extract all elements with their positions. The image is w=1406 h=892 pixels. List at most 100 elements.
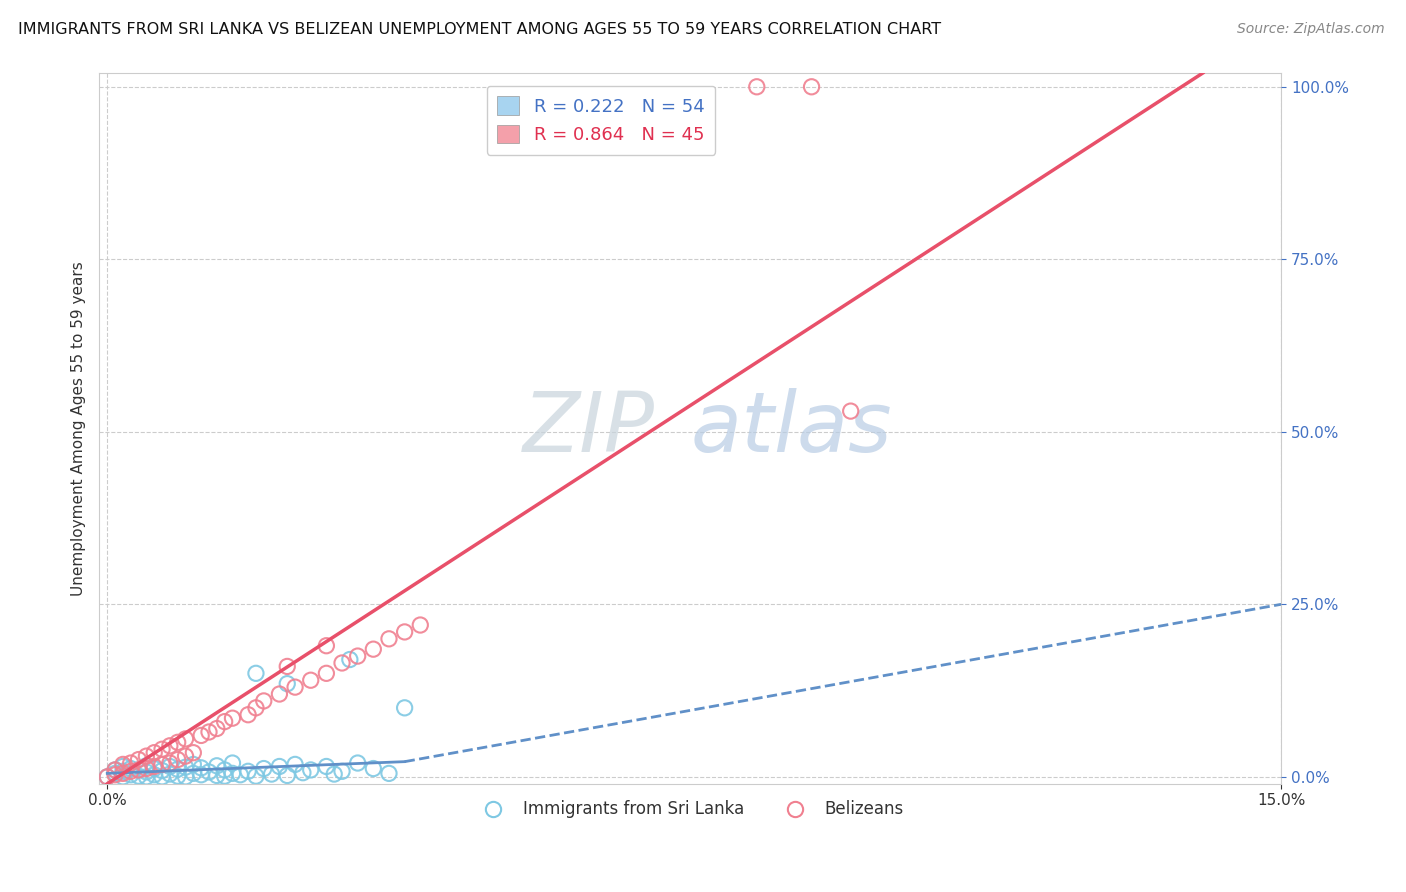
Point <box>276 676 298 690</box>
Point <box>111 764 134 779</box>
Point <box>135 770 157 784</box>
Point <box>245 666 267 681</box>
Point <box>104 766 127 780</box>
Point <box>183 746 205 760</box>
Text: IMMIGRANTS FROM SRI LANKA VS BELIZEAN UNEMPLOYMENT AMONG AGES 55 TO 59 YEARS COR: IMMIGRANTS FROM SRI LANKA VS BELIZEAN UN… <box>18 22 942 37</box>
Point <box>245 701 267 715</box>
Point <box>174 770 197 784</box>
Point <box>150 764 173 778</box>
Point <box>284 757 307 772</box>
Text: atlas: atlas <box>690 388 891 469</box>
Point <box>276 768 298 782</box>
Point <box>276 659 298 673</box>
Point <box>128 753 150 767</box>
Point <box>291 765 314 780</box>
Point <box>150 770 173 784</box>
Point <box>253 694 276 708</box>
Point <box>159 767 181 781</box>
Text: Source: ZipAtlas.com: Source: ZipAtlas.com <box>1237 22 1385 37</box>
Point <box>104 768 127 782</box>
Point <box>205 759 228 773</box>
Point <box>260 767 283 781</box>
Point <box>143 746 166 760</box>
Point <box>143 768 166 782</box>
Point <box>339 652 361 666</box>
Point <box>409 618 432 632</box>
Point <box>299 763 322 777</box>
Point <box>111 766 134 780</box>
Point <box>214 763 236 777</box>
Point <box>800 79 823 94</box>
Point <box>111 770 134 784</box>
Point <box>253 762 276 776</box>
Point <box>190 768 212 782</box>
Text: ZIP: ZIP <box>523 388 655 469</box>
Point <box>284 680 307 694</box>
Point <box>143 762 166 776</box>
Point <box>150 742 173 756</box>
Point <box>120 762 142 776</box>
Point <box>198 725 221 739</box>
Point <box>150 757 173 772</box>
Point <box>159 739 181 753</box>
Point <box>221 711 243 725</box>
Point <box>236 764 259 779</box>
Point <box>128 763 150 777</box>
Point <box>183 766 205 780</box>
Point <box>174 760 197 774</box>
Point <box>174 731 197 746</box>
Point <box>120 768 142 782</box>
Y-axis label: Unemployment Among Ages 55 to 59 years: Unemployment Among Ages 55 to 59 years <box>72 261 86 596</box>
Point <box>166 735 188 749</box>
Point <box>315 639 337 653</box>
Point <box>120 764 142 779</box>
Point <box>135 759 157 773</box>
Point <box>315 666 337 681</box>
Point <box>378 632 401 646</box>
Point <box>378 766 401 780</box>
Point <box>198 764 221 779</box>
Point <box>135 749 157 764</box>
Point <box>205 722 228 736</box>
Point <box>214 714 236 729</box>
Point <box>236 707 259 722</box>
Point <box>330 764 353 779</box>
Point <box>346 756 368 770</box>
Point <box>174 749 197 764</box>
Point <box>128 763 150 777</box>
Point <box>159 759 181 773</box>
Point <box>96 770 118 784</box>
Point <box>159 756 181 770</box>
Point <box>104 763 127 777</box>
Point <box>330 656 353 670</box>
Point <box>394 701 416 715</box>
Point <box>363 642 385 657</box>
Point <box>269 759 291 773</box>
Point <box>214 769 236 783</box>
Point <box>96 770 118 784</box>
Point <box>143 759 166 773</box>
Point <box>299 673 322 688</box>
Point <box>135 764 157 779</box>
Point <box>104 763 127 777</box>
Point <box>205 768 228 782</box>
Point <box>221 756 243 770</box>
Point <box>135 762 157 776</box>
Point <box>190 761 212 775</box>
Point <box>745 79 768 94</box>
Point <box>166 769 188 783</box>
Point <box>128 769 150 783</box>
Point <box>245 769 267 783</box>
Point <box>111 759 134 773</box>
Point <box>229 768 252 782</box>
Point <box>120 756 142 770</box>
Point <box>323 767 346 781</box>
Point <box>363 762 385 776</box>
Point <box>394 624 416 639</box>
Point <box>221 766 243 780</box>
Point <box>166 753 188 767</box>
Point <box>190 728 212 742</box>
Legend: Immigrants from Sri Lanka, Belizeans: Immigrants from Sri Lanka, Belizeans <box>470 794 911 825</box>
Point <box>166 762 188 776</box>
Point <box>269 687 291 701</box>
